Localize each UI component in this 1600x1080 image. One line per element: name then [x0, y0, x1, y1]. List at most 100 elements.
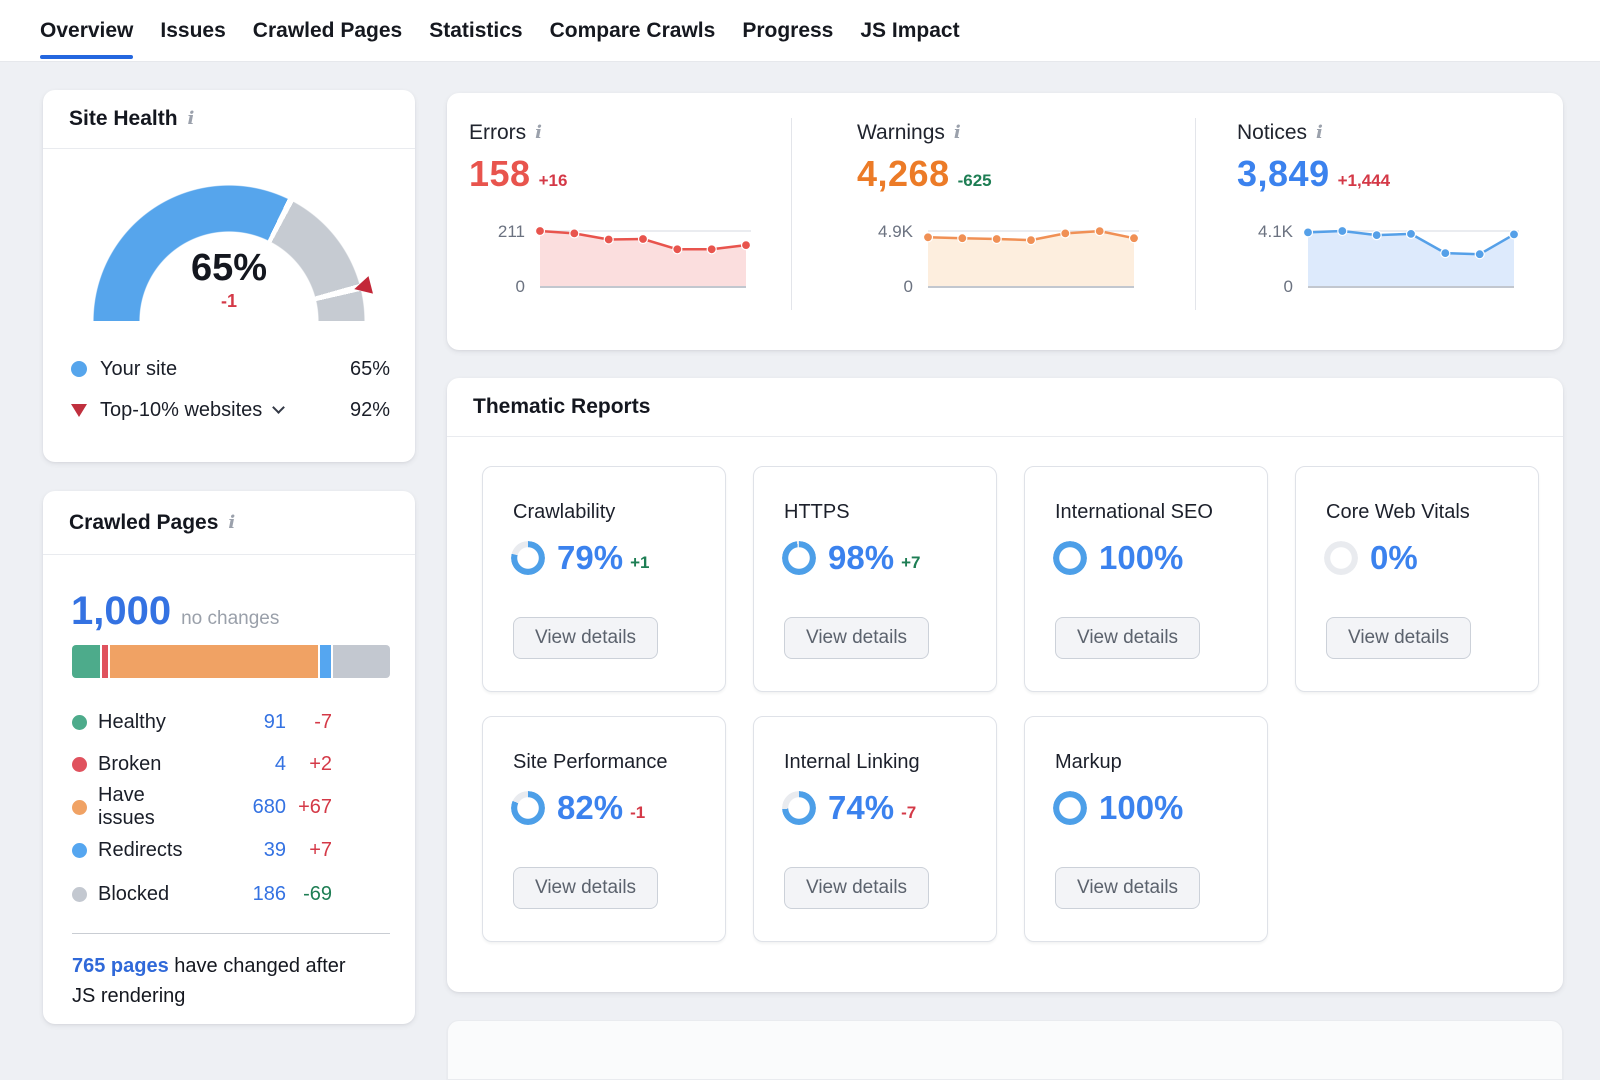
chevron-down-icon[interactable] — [272, 401, 286, 414]
errors-section: Errors i 158 +16 211 0 — [447, 93, 791, 350]
notices-title-row: Notices i — [1237, 121, 1323, 145]
view-details-button[interactable]: View details — [784, 617, 930, 659]
warnings-number-row: 4,268 -625 — [857, 153, 992, 195]
axis-min-label: 0 — [903, 277, 913, 296]
stat-delta: +16 — [538, 171, 568, 190]
tab-compare-crawls[interactable]: Compare Crawls — [549, 18, 716, 42]
report-card-https: HTTPS 98% +7 View details — [753, 466, 997, 692]
view-details-button[interactable]: View details — [1055, 617, 1201, 659]
view-details-button[interactable]: View details — [513, 617, 659, 659]
report-title: Markup — [1055, 751, 1122, 773]
bar-segment-have-issues[interactable] — [110, 645, 318, 678]
legend-row-have-issues: Have issues 680 +67 — [72, 784, 332, 829]
bar-segment-healthy[interactable] — [72, 645, 100, 678]
report-delta: +7 — [901, 553, 921, 572]
view-details-button[interactable]: View details — [513, 867, 659, 909]
view-details-button[interactable]: View details — [1055, 867, 1201, 909]
legend-row-blocked: Blocked 186 -69 — [72, 882, 332, 906]
legend-count[interactable]: 91 — [263, 710, 286, 733]
legend-label: Broken — [98, 752, 162, 775]
donut-chart — [511, 791, 545, 825]
donut-chart — [511, 541, 545, 575]
y-axis-labels: 4.9K 0 — [857, 222, 913, 296]
donut-chart — [1324, 541, 1358, 575]
stat-delta: -625 — [957, 171, 992, 190]
legend-row-benchmark[interactable]: Top-10% websites 92% — [71, 398, 390, 422]
info-icon[interactable]: i — [535, 122, 543, 143]
warnings-sparkline: 4.9K 0 — [857, 222, 1141, 301]
info-icon[interactable]: i — [228, 511, 236, 533]
stat-value[interactable]: 158 — [469, 153, 531, 194]
bar-segment-broken[interactable] — [101, 645, 109, 678]
tab-js-impact[interactable]: JS Impact — [860, 18, 960, 42]
notices-title: Notices — [1237, 121, 1308, 144]
tab-progress[interactable]: Progress — [742, 18, 834, 42]
changed-pages-link[interactable]: 765 pages — [72, 955, 169, 977]
legend-value: 92% — [349, 398, 390, 421]
axis-max-label: 211 — [497, 222, 525, 241]
thematic-reports-title: Thematic Reports — [473, 395, 651, 418]
report-score: 98% — [828, 539, 895, 576]
legend-value: 65% — [349, 357, 390, 380]
y-axis-labels: 4.1K 0 — [1237, 222, 1293, 296]
sparkline-chart — [1302, 225, 1521, 301]
tab-statistics[interactable]: Statistics — [429, 18, 523, 42]
site-health-score: 65% — [190, 247, 268, 289]
stat-value[interactable]: 3,849 — [1237, 153, 1330, 194]
report-delta: -7 — [901, 803, 917, 822]
report-score-row: 100% — [1053, 539, 1267, 577]
report-score: 100% — [1099, 789, 1184, 826]
sparkline-chart — [534, 225, 753, 301]
bar-segment-redirects[interactable] — [319, 645, 332, 678]
report-title: Site Performance — [513, 751, 668, 773]
errors-number-row: 158 +16 — [469, 153, 567, 195]
legend-row-redirects: Redirects 39 +7 — [72, 838, 332, 862]
legend-count[interactable]: 680 — [252, 795, 286, 818]
thematic-reports-header: Thematic Reports — [447, 378, 1563, 437]
notices-section: Notices i 3,849 +1,444 4.1K 0 — [1195, 93, 1563, 350]
top-nav: Overview Issues Crawled Pages Statistics… — [0, 0, 1600, 62]
tab-overview[interactable]: Overview — [40, 0, 134, 61]
report-score-row: 74% -7 — [782, 789, 996, 827]
donut-chart — [1053, 541, 1087, 575]
legend-delta: -7 — [314, 710, 332, 733]
divider — [72, 933, 390, 934]
legend-row-healthy: Healthy 91 -7 — [72, 710, 332, 734]
tab-issues[interactable]: Issues — [160, 18, 226, 42]
stat-delta: +1,444 — [1337, 171, 1391, 190]
report-score-row: 79% +1 — [511, 539, 725, 577]
legend-delta: +2 — [309, 752, 332, 775]
donut-chart — [1053, 791, 1087, 825]
tab-crawled-pages[interactable]: Crawled Pages — [252, 18, 403, 42]
report-score-row: 82% -1 — [511, 789, 725, 827]
errors-sparkline: 211 0 — [469, 222, 753, 301]
legend-dot — [72, 756, 87, 772]
donut-chart — [782, 791, 816, 825]
report-score: 82% — [557, 789, 624, 826]
bar-segment-blocked[interactable] — [333, 645, 390, 678]
report-title: International SEO — [1055, 501, 1213, 523]
axis-min-label: 0 — [515, 277, 525, 296]
site-health-gauge: 65% -1 — [93, 185, 373, 321]
info-icon[interactable]: i — [1316, 122, 1323, 143]
report-title: Internal Linking — [784, 751, 920, 773]
js-rendering-note-text: have changed after JS rendering — [72, 955, 346, 1007]
view-details-button[interactable]: View details — [784, 867, 930, 909]
view-details-button[interactable]: View details — [1326, 617, 1472, 659]
pages-stacked-bar[interactable] — [72, 645, 390, 678]
crawled-pages-card: Crawled Pages i 1,000 no changes Healthy… — [43, 491, 415, 1024]
legend-count[interactable]: 39 — [263, 838, 286, 861]
stat-value[interactable]: 4,268 — [857, 153, 950, 194]
legend-count[interactable]: 186 — [252, 882, 286, 905]
report-card-international-seo: International SEO 100% View details — [1024, 466, 1268, 692]
info-icon[interactable]: i — [187, 108, 195, 129]
info-icon[interactable]: i — [953, 122, 961, 143]
notices-sparkline: 4.1K 0 — [1237, 222, 1521, 301]
report-card-core-web-vitals: Core Web Vitals 0% View details — [1295, 466, 1539, 692]
legend-label: Redirects — [98, 838, 183, 861]
legend-count[interactable]: 4 — [274, 752, 286, 775]
axis-min-label: 0 — [1283, 277, 1293, 296]
report-score: 100% — [1099, 539, 1184, 576]
site-health-delta: -1 — [220, 291, 237, 311]
legend-label: Healthy — [98, 710, 166, 733]
